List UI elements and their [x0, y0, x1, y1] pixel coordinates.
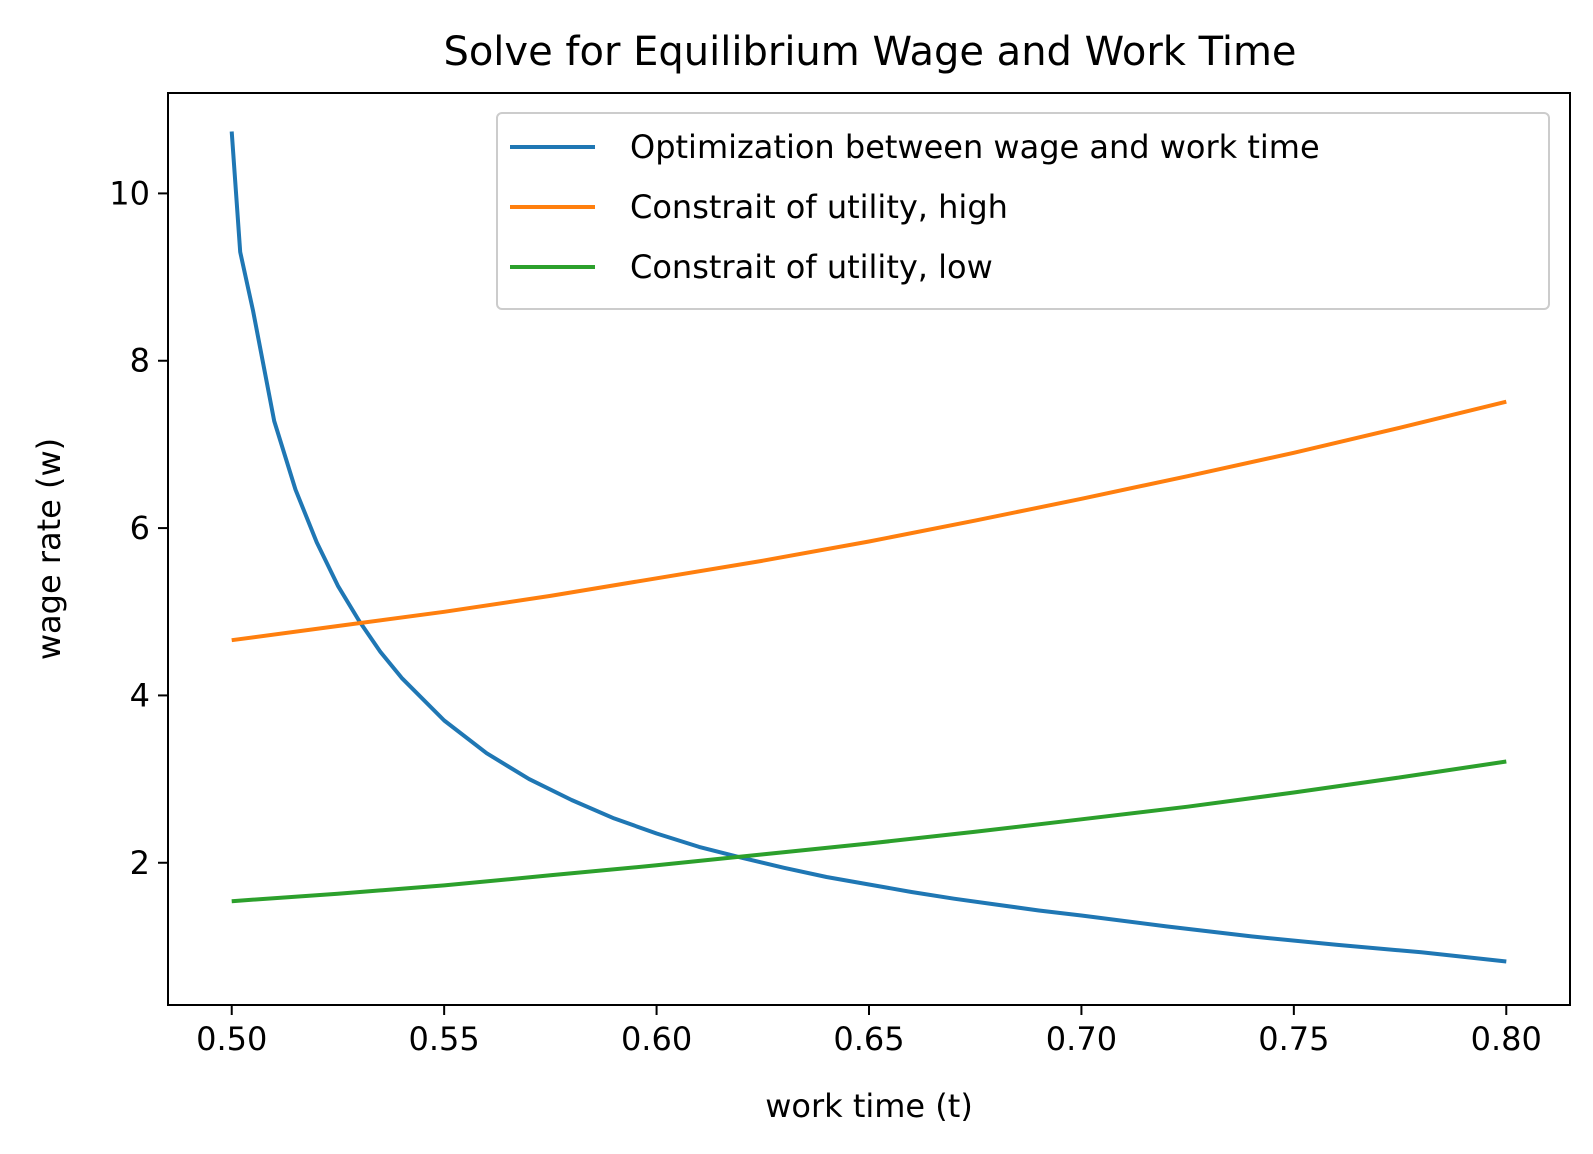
series-line-0 [229, 131, 1507, 964]
x-tick-label: 0.75 [1258, 1020, 1329, 1058]
legend: Optimization between wage and work time C… [496, 112, 1550, 310]
y-tick-label: 4 [130, 676, 150, 714]
x-tick-label: 0.60 [621, 1020, 692, 1058]
legend-label-0: Optimization between wage and work time [630, 128, 1320, 166]
y-tick-label: 2 [130, 844, 150, 882]
series-layer [229, 131, 1507, 964]
x-axis: 0.50 0.55 0.60 0.65 0.70 0.75 0.80 [196, 1005, 1542, 1058]
legend-frame [496, 112, 1550, 310]
y-tick-label: 10 [109, 174, 150, 212]
y-tick-label: 8 [130, 342, 150, 380]
legend-label-1: Constrait of utility, high [630, 188, 1008, 226]
x-tick-label: 0.55 [409, 1020, 480, 1058]
series-line-1 [231, 399, 1507, 643]
x-tick-label: 0.70 [1046, 1020, 1117, 1058]
x-tick-label: 0.50 [196, 1020, 267, 1058]
chart-title: Solve for Equilibrium Wage and Work Time [443, 29, 1296, 75]
x-tick-label: 0.65 [833, 1020, 904, 1058]
legend-label-2: Constrait of utility, low [630, 248, 993, 286]
y-axis: 2 4 6 8 10 [109, 174, 168, 882]
x-axis-label: work time (t) [765, 1087, 973, 1125]
series-line-2 [231, 759, 1507, 904]
plot-area: 0.50 0.55 0.60 0.65 0.70 0.75 0.80 2 4 6 8 10 [109, 92, 1571, 1058]
y-tick-label: 6 [130, 509, 150, 547]
x-tick-label: 0.80 [1471, 1020, 1542, 1058]
y-axis-label: wage rate (w) [30, 438, 68, 660]
